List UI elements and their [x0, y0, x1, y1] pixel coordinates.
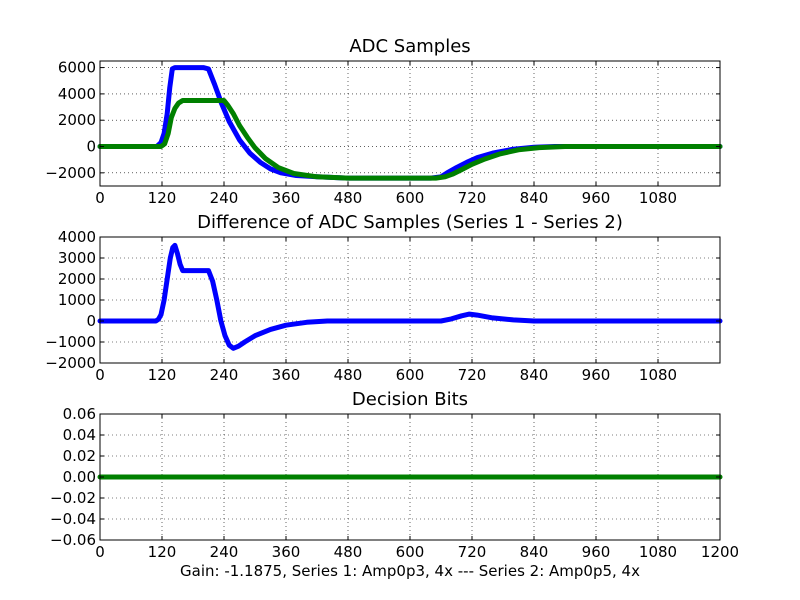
adc-samples-xtick-label: 480 [334, 189, 363, 207]
difference-ytick-label: −1000 [45, 333, 96, 351]
difference-ytick-label: 2000 [58, 270, 96, 288]
difference-xtick-label: 960 [582, 366, 611, 384]
adc-samples-title: ADC Samples [349, 36, 470, 57]
decision-bits-ytick-label: 0.00 [63, 468, 96, 486]
difference-xtick-label: 480 [334, 366, 363, 384]
adc-samples-ytick-label: 2000 [58, 111, 96, 129]
adc-samples-xtick-label: 1080 [639, 189, 677, 207]
difference-xtick-label: 240 [210, 366, 239, 384]
decision-bits-xtick-label: 360 [272, 543, 301, 561]
difference-ytick-label: 0 [86, 312, 96, 330]
difference-xtick-label: 360 [272, 366, 301, 384]
adc-samples-series-2-line [97, 98, 723, 181]
decision-bits-xtick-label: 120 [148, 543, 177, 561]
difference-series-1-line [97, 242, 723, 351]
adc-samples-series-1-line [97, 65, 723, 181]
decision-bits-ytick-label: −0.06 [50, 531, 96, 549]
decision-bits-title: Decision Bits [352, 389, 468, 410]
decision-bits-ytick-label: −0.04 [50, 510, 96, 528]
decision-bits-xtick-label: 840 [520, 543, 549, 561]
adc-samples-ytick-label: −2000 [45, 164, 96, 182]
adc-samples-ytick-label: 4000 [58, 85, 96, 103]
decision-bits-xtick-label: 1200 [701, 543, 739, 561]
decision-bits-xtick-label: 0 [95, 543, 105, 561]
adc-samples-xtick-label: 960 [582, 189, 611, 207]
adc-samples-xtick-label: 600 [396, 189, 425, 207]
difference-xtick-label: 600 [396, 366, 425, 384]
decision-bits-xtick-label: 600 [396, 543, 425, 561]
adc-samples-xtick-label: 240 [210, 189, 239, 207]
subplot-difference: 0 120 240 360 480 600 720 840 960 1080 −2000 −1000 0… [45, 212, 723, 384]
decision-bits-xtick-label: 960 [582, 543, 611, 561]
difference-xtick-label: 720 [458, 366, 487, 384]
difference-ytick-label: 1000 [58, 291, 96, 309]
adc-samples-xtick-label: 0 [95, 189, 105, 207]
adc-samples-ytick-label: 0 [86, 138, 96, 156]
difference-xtick-label: 0 [95, 366, 105, 384]
difference-title: Difference of ADC Samples (Series 1 - Se… [197, 212, 623, 233]
decision-bits-xtick-label: 240 [210, 543, 239, 561]
difference-xtick-label: 120 [148, 366, 177, 384]
subplot-adc-samples: 0 120 240 360 480 600 720 840 960 1080 −2000 0 2000 4… [45, 36, 723, 207]
difference-xtick-label: 840 [520, 366, 549, 384]
difference-ytick-label: 3000 [58, 249, 96, 267]
adc-samples-xtick-label: 840 [520, 189, 549, 207]
decision-bits-xtick-label: 480 [334, 543, 363, 561]
difference-ytick-label: 4000 [58, 228, 96, 246]
adc-samples-xtick-label: 360 [272, 189, 301, 207]
decision-bits-ytick-label: 0.06 [63, 405, 96, 423]
decision-bits-ytick-label: 0.02 [63, 447, 96, 465]
decision-bits-xtick-label: 720 [458, 543, 487, 561]
subplot-decision-bits: 0 120 240 360 480 600 720 840 960 1080 1200 −0.06 −0… [50, 389, 739, 561]
decision-bits-ytick-label: −0.02 [50, 489, 96, 507]
difference-xtick-label: 1080 [639, 366, 677, 384]
adc-samples-ytick-label: 6000 [58, 59, 96, 77]
adc-samples-plot-frame [99, 60, 721, 187]
adc-samples-xtick-label: 120 [148, 189, 177, 207]
difference-ytick-label: −2000 [45, 354, 96, 372]
adc-samples-xtick-label: 720 [458, 189, 487, 207]
figure-caption: Gain: -1.1875, Series 1: Amp0p3, 4x --- … [180, 562, 640, 580]
decision-bits-ytick-label: 0.04 [63, 426, 96, 444]
decision-bits-xtick-label: 1080 [639, 543, 677, 561]
